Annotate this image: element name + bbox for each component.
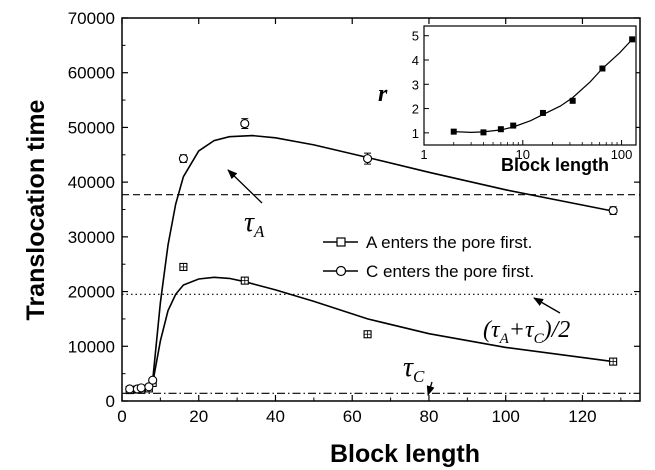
- y-tick-label-20000: 20000: [68, 283, 115, 302]
- tau-avg-sub2: C: [534, 331, 545, 347]
- data-point-a-7: [363, 330, 372, 339]
- inset-plot: 1 10 100 1 2 3 4 5 Block length r: [378, 25, 637, 175]
- fit-curve-c: [151, 134, 614, 381]
- inset-y-tick-label-3: 3: [412, 77, 419, 92]
- legend: A enters the pore first. C enters the po…: [323, 233, 534, 281]
- inset-data-point-0: [450, 128, 457, 135]
- data-point-c-5: [178, 154, 188, 164]
- inset-data-point-6: [599, 65, 606, 72]
- y-tick-label-30000: 30000: [68, 228, 115, 247]
- data-point-a-8: [609, 357, 618, 366]
- tau-avg-open: (τ: [483, 317, 501, 343]
- data-point-c-4: [148, 375, 158, 385]
- y-tick-label-10000: 10000: [68, 337, 115, 356]
- inset-x-tick-label-100: 100: [611, 147, 633, 162]
- tau-c-base: τ: [403, 352, 414, 383]
- inset-x-axis-title: Block length: [501, 155, 609, 175]
- tau-avg-sub1: A: [499, 331, 510, 347]
- main-plot: 0 20 40 60 80 100 120 0 10000 20000 30000 40000 500…: [22, 9, 641, 468]
- inset-data-point-7: [629, 36, 636, 43]
- legend-label-a: A enters the pore first.: [366, 233, 532, 252]
- fit-curve-a: [151, 276, 614, 384]
- inset-y-axis-title: r: [378, 81, 388, 107]
- x-tick-label-60: 60: [343, 407, 362, 426]
- inset-data-point-5: [569, 97, 576, 104]
- tau-c-sub: C: [413, 367, 425, 386]
- data-point-c-0: [125, 384, 135, 394]
- tau-avg-arrow: [533, 297, 561, 314]
- tau-avg-close: )/2: [542, 317, 571, 343]
- legend-label-c: C enters the pore first.: [366, 262, 534, 281]
- x-tick-label-80: 80: [420, 407, 439, 426]
- inset-data-point-3: [510, 122, 517, 129]
- inset-y-tick-label-2: 2: [412, 102, 419, 117]
- tau-avg-label: (τA+τC)/2: [483, 317, 570, 347]
- tau-avg-plus: +τ: [509, 317, 535, 343]
- inset-y-tick-label-5: 5: [412, 29, 419, 44]
- data-point-a-6: [240, 276, 249, 285]
- data-point-c-7: [363, 154, 373, 164]
- y-tick-label-70000: 70000: [68, 9, 115, 28]
- y-tick-label-40000: 40000: [68, 173, 115, 192]
- tau-a-arrow: [227, 169, 263, 204]
- tau-a-sub: A: [253, 222, 265, 241]
- inset-y-tick-label-1: 1: [412, 126, 419, 141]
- inset-x-tick-label-10: 10: [516, 147, 530, 162]
- x-tick-label-120: 120: [568, 407, 596, 426]
- legend-entry-a: A enters the pore first.: [323, 233, 532, 252]
- inset-frame: [423, 25, 637, 146]
- x-axis-title: Block length: [330, 440, 480, 468]
- y-tick-label-60000: 60000: [68, 64, 115, 83]
- x-tick-label-0: 0: [117, 407, 126, 426]
- y-tick-label-0: 0: [106, 392, 115, 411]
- tau-c-arrow: [426, 381, 435, 396]
- data-point-c-2: [136, 383, 146, 393]
- data-point-c-6: [240, 119, 250, 129]
- y-tick-label-50000: 50000: [68, 118, 115, 137]
- data-point-c-3: [144, 382, 154, 392]
- tau-c-label: τC: [403, 352, 425, 386]
- y-axis-title: Translocation time: [22, 99, 50, 320]
- tau-a-label: τA: [244, 207, 265, 241]
- x-tick-label-100: 100: [492, 407, 520, 426]
- inset-data-point-1: [480, 129, 487, 136]
- inset-x-tick-label-1: 1: [420, 147, 427, 162]
- inset-data-point-2: [497, 126, 504, 133]
- tau-a-base: τ: [244, 207, 255, 238]
- inset-y-tick-label-4: 4: [412, 53, 419, 68]
- data-point-a-5: [179, 262, 188, 272]
- inset-data-point-4: [539, 109, 546, 116]
- x-tick-label-40: 40: [266, 407, 285, 426]
- data-point-c-8: [608, 206, 618, 216]
- legend-entry-c: C enters the pore first.: [323, 262, 534, 281]
- x-tick-label-20: 20: [189, 407, 208, 426]
